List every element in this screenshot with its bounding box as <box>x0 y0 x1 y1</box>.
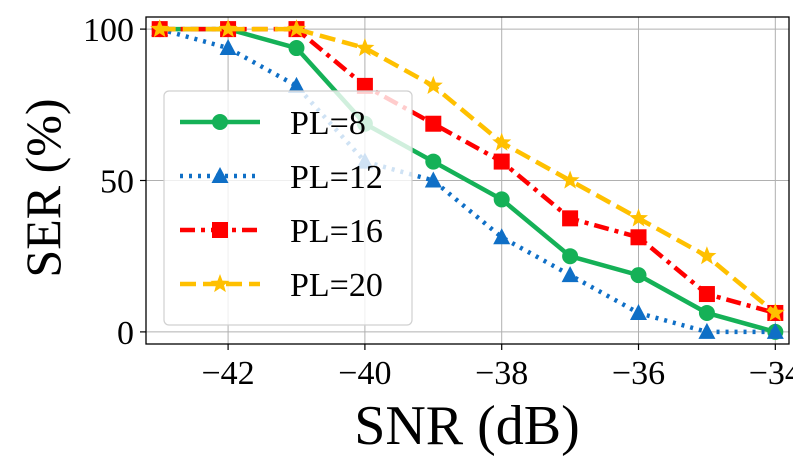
data-point-pl-20 <box>492 132 512 151</box>
series-line-pl-12 <box>159 26 776 335</box>
x-tick-label: −36 <box>612 355 665 392</box>
legend-marker-pl-16 <box>212 222 228 238</box>
series-line-pl-8 <box>159 26 776 335</box>
legend-label-pl-8: PL=8 <box>290 105 366 142</box>
data-point-pl-12 <box>424 171 442 188</box>
data-point-pl-20 <box>765 302 785 322</box>
x-tick-label: −38 <box>475 355 528 392</box>
data-point-pl-20 <box>286 19 306 38</box>
legend-label-pl-20: PL=20 <box>290 267 383 304</box>
legend-marker-pl-20 <box>210 274 230 293</box>
y-tick-label: 100 <box>83 12 134 49</box>
data-point-pl-20 <box>150 19 170 38</box>
legend: PL=8 PL=12 PL=16 PL=20 <box>163 90 413 326</box>
legend-label-pl-16: PL=16 <box>290 213 383 250</box>
data-point-pl-20 <box>218 19 238 38</box>
data-point-pl-16 <box>562 210 579 227</box>
series-layer <box>150 19 785 340</box>
data-point-pl-12 <box>493 228 511 245</box>
data-point-pl-8 <box>698 304 715 321</box>
y-tick-label: 0 <box>117 315 134 352</box>
data-point-pl-16 <box>493 153 510 170</box>
data-point-pl-8 <box>425 153 442 170</box>
series-pl-20 <box>150 19 785 322</box>
data-point-pl-16 <box>630 229 647 246</box>
data-point-pl-16 <box>425 115 442 132</box>
data-point-pl-20 <box>697 246 717 265</box>
series-line-pl-20 <box>159 26 777 315</box>
data-point-pl-20 <box>423 75 443 94</box>
data-point-pl-8 <box>630 267 647 284</box>
data-point-pl-20 <box>629 208 649 227</box>
legend-box <box>163 90 413 326</box>
data-point-pl-12 <box>698 322 716 339</box>
data-point-pl-20 <box>560 170 580 189</box>
data-point-pl-8 <box>562 248 579 265</box>
x-tick-label: −42 <box>201 355 254 392</box>
data-point-pl-16 <box>698 286 715 303</box>
data-point-pl-12 <box>219 39 237 56</box>
y-tick-label: 50 <box>100 164 134 201</box>
data-point-pl-12 <box>630 303 648 320</box>
legend-label-pl-12: PL=12 <box>290 159 383 196</box>
data-point-pl-20 <box>355 38 375 57</box>
data-point-pl-8 <box>288 40 305 57</box>
data-point-pl-16 <box>356 77 373 94</box>
data-point-pl-12 <box>287 76 305 93</box>
data-point-pl-12 <box>766 322 784 339</box>
y-axis-label: SER (%) <box>15 98 71 277</box>
legend-marker-pl-12 <box>211 167 229 183</box>
data-point-pl-8 <box>493 191 510 208</box>
data-point-pl-12 <box>561 266 579 283</box>
legend-marker-pl-8 <box>212 114 228 130</box>
x-tick-label: −40 <box>338 355 391 392</box>
ticks: −42 −40 −38 −36 −34 0 50 100 <box>83 12 793 392</box>
x-axis-label: SNR (dB) <box>354 395 580 457</box>
x-tick-label: −34 <box>749 355 793 392</box>
